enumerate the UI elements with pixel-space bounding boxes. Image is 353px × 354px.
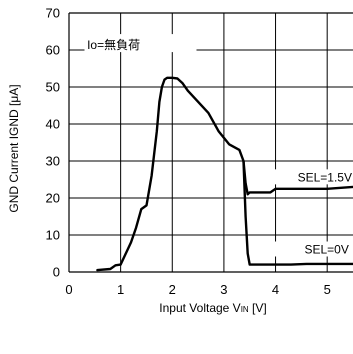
y-tick-label: 50 xyxy=(46,80,60,95)
y-tick-label: 40 xyxy=(46,117,60,132)
annotation-label: Io=無負荷 xyxy=(87,37,140,52)
x-axis-label: Input Voltage VIN [V] xyxy=(159,301,266,315)
x-tick-label: 4 xyxy=(272,282,279,297)
x-axis-label-main: Input Voltage V xyxy=(159,301,240,315)
x-axis-label-subscript: IN xyxy=(241,305,249,314)
y-tick-label: 0 xyxy=(53,265,60,280)
x-tick-label: 3 xyxy=(220,282,227,297)
x-tick-label: 5 xyxy=(324,282,331,297)
x-tick-label: 1 xyxy=(117,282,124,297)
y-axis-label: GND Current IGND [μA] xyxy=(7,84,21,212)
x-tick-label: 2 xyxy=(169,282,176,297)
x-tick-label: 0 xyxy=(65,282,72,297)
y-tick-label: 20 xyxy=(46,191,60,206)
y-tick-label: 70 xyxy=(46,6,60,21)
y-tick-label: 30 xyxy=(46,154,60,169)
x-axis-label-unit: [V] xyxy=(249,301,267,315)
series-label: SEL=0V xyxy=(304,243,348,257)
y-tick-label: 60 xyxy=(46,43,60,58)
y-tick-label: 10 xyxy=(46,228,60,243)
series-label: SEL=1.5V xyxy=(298,170,352,184)
